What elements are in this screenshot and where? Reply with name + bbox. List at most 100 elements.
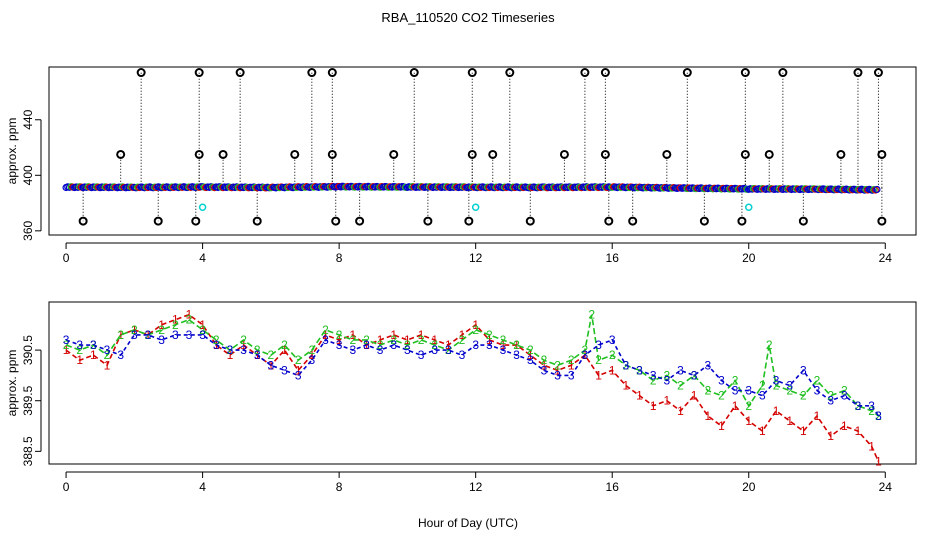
series-1-marker: 1 <box>650 399 657 413</box>
y-tick-label: 389.5 <box>21 385 35 415</box>
top-y-axis-label: approx. ppm <box>5 118 19 185</box>
series-2-marker: 2 <box>117 328 124 342</box>
series-3-marker: 3 <box>104 343 111 357</box>
series-2-marker: 2 <box>718 389 725 403</box>
series-3-marker: 3 <box>704 358 711 372</box>
series-1-marker: 1 <box>609 363 616 377</box>
series-3-marker: 3 <box>732 384 739 398</box>
series-1-marker: 1 <box>868 439 875 453</box>
series-2-marker: 2 <box>459 333 466 347</box>
outlier-point <box>778 68 788 78</box>
series-1-marker: 1 <box>636 389 643 403</box>
series-2-marker: 2 <box>773 379 780 393</box>
series-3-marker: 3 <box>445 343 452 357</box>
series-3-marker: 3 <box>281 363 288 377</box>
series-1-marker: 1 <box>117 328 124 342</box>
series-1-marker: 1 <box>718 419 725 433</box>
series-3-marker: 3 <box>390 338 397 352</box>
series-2-marker: 2 <box>759 379 766 393</box>
series-1-marker: 1 <box>363 338 370 352</box>
series-1-marker: 1 <box>663 394 670 408</box>
series-2-marker: 2 <box>650 373 657 387</box>
series-1-marker: 1 <box>554 363 561 377</box>
series-3-marker: 3 <box>513 348 520 362</box>
series-2-marker: 2 <box>855 399 862 413</box>
series-1-marker: 1 <box>377 333 384 347</box>
series-3-marker: 3 <box>554 368 561 382</box>
series-2-marker: 2 <box>800 389 807 403</box>
outlier-point <box>116 149 126 159</box>
series-3-marker: 3 <box>459 348 466 362</box>
series-2-marker: 2 <box>240 333 247 347</box>
outlier-point <box>327 68 337 78</box>
series-1-marker: 1 <box>404 333 411 347</box>
series-3-marker: 3 <box>90 338 97 352</box>
series-2-marker: 2 <box>63 338 70 352</box>
cyan-point <box>471 203 480 211</box>
cyan-point <box>198 203 207 211</box>
series-3-marker: 3 <box>691 368 698 382</box>
series-2-marker: 2 <box>677 379 684 393</box>
series-1-marker: 1 <box>199 318 206 332</box>
x-tick-label: 0 <box>63 480 70 494</box>
outlier-point <box>194 149 204 159</box>
series-1-marker: 1 <box>759 424 766 438</box>
series-3-marker: 3 <box>773 373 780 387</box>
series-3-line <box>65 334 880 417</box>
series-3-marker: 3 <box>500 343 507 357</box>
series-1-marker: 1 <box>90 348 97 362</box>
outlier-point <box>662 149 672 159</box>
series-2-marker: 2 <box>766 338 773 352</box>
series-3-marker: 3 <box>745 384 752 398</box>
series-3-marker: 3 <box>472 338 479 352</box>
baseline-point <box>873 185 881 194</box>
series-3-marker: 3 <box>199 328 206 342</box>
outlier-point <box>505 68 515 78</box>
cyan-point <box>744 203 753 211</box>
series-1-marker: 1 <box>582 348 589 362</box>
series-1-marker: 1 <box>691 389 698 403</box>
series-1-marker: 1 <box>800 424 807 438</box>
series-3-marker: 3 <box>117 348 124 362</box>
series-3-marker: 3 <box>663 373 670 387</box>
x-tick-label: 8 <box>336 480 343 494</box>
outlier-point <box>836 149 846 159</box>
series-2-marker: 2 <box>131 323 138 337</box>
outlier-point <box>218 149 228 159</box>
outlier-point <box>580 68 590 78</box>
outlier-point <box>409 68 419 78</box>
series-2-marker: 2 <box>527 343 534 357</box>
series-1-line <box>65 313 880 462</box>
top-plot-frame <box>48 66 917 236</box>
series-1-marker: 1 <box>158 318 165 332</box>
series-2-marker: 2 <box>268 348 275 362</box>
outlier-point <box>628 216 638 226</box>
series-2-marker: 2 <box>445 343 452 357</box>
series-2-marker: 2 <box>588 308 595 322</box>
series-3-marker: 3 <box>718 373 725 387</box>
series-2-marker: 2 <box>745 399 752 413</box>
series-1-marker: 1 <box>841 419 848 433</box>
outlier-point <box>467 68 477 78</box>
series-1-marker: 1 <box>172 313 179 327</box>
series-1-marker: 1 <box>541 358 548 372</box>
series-2-marker: 2 <box>404 338 411 352</box>
series-1-marker: 1 <box>486 333 493 347</box>
series-3-marker: 3 <box>336 338 343 352</box>
series-1-marker: 1 <box>827 429 834 443</box>
series-2-marker: 2 <box>841 384 848 398</box>
series-3-marker: 3 <box>240 343 247 357</box>
bottom-plot-frame <box>48 301 917 465</box>
bottom-y-axis-label: approx. ppm <box>5 350 19 417</box>
series-1-marker: 1 <box>623 379 630 393</box>
y-tick-label: 360 <box>21 221 35 241</box>
series-3-marker: 3 <box>295 368 302 382</box>
outlier-point <box>467 149 477 159</box>
x-tick-label: 16 <box>606 480 620 494</box>
outlier-point <box>153 216 163 226</box>
series-3-marker: 3 <box>227 343 234 357</box>
series-2-marker: 2 <box>172 318 179 332</box>
outlier-point <box>559 149 569 159</box>
